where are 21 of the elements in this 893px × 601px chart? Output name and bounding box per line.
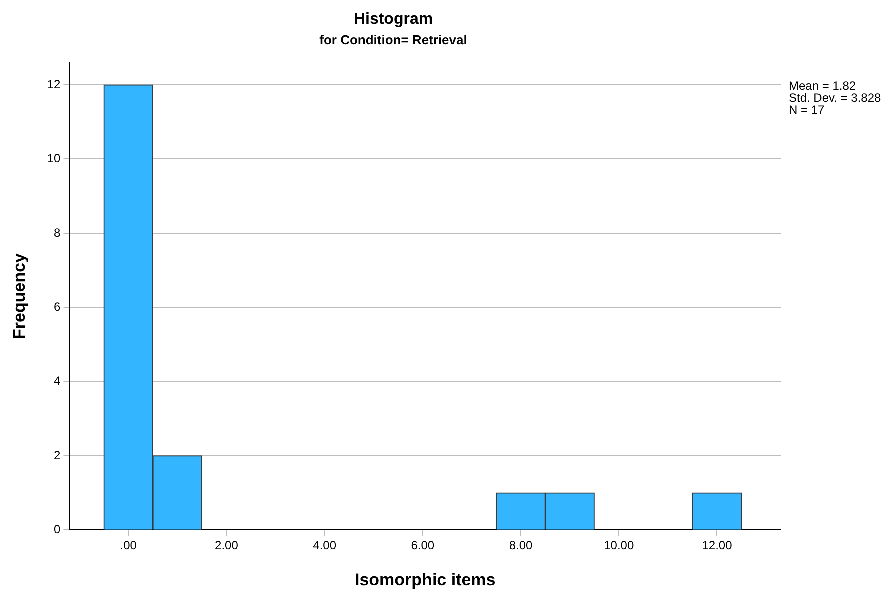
x-tick-label: 12.00 [702, 538, 733, 553]
x-tick-label: 6.00 [411, 538, 435, 553]
y-tick-label: 6 [54, 300, 62, 314]
x-tick-label: 4.00 [313, 538, 337, 553]
x-tick-label: 8.00 [509, 538, 534, 553]
text: Std. Dev. = 3.828 [789, 91, 882, 106]
chart-subtitle: for Condition= Retrieval [320, 32, 468, 48]
y-axis-title: Frequency [10, 252, 29, 340]
y-tick-label: 4 [54, 374, 62, 388]
x-tick-label: .00 [120, 538, 138, 553]
y-tick-label: 12 [47, 77, 62, 92]
x-tick-label: 2.00 [215, 538, 239, 553]
chart-title: Histogram [354, 11, 434, 28]
y-tick-label: 8 [54, 226, 62, 240]
x-tick-label: 10.00 [604, 538, 634, 553]
text: Mean = 1.82 [789, 79, 856, 94]
text: N = 17 [789, 103, 826, 118]
y-tick-label: 0 [54, 522, 62, 537]
y-tick-label: 2 [54, 448, 62, 462]
y-tick-label: 10 [47, 152, 62, 166]
x-axis-title: Isomorphic items [354, 570, 496, 590]
